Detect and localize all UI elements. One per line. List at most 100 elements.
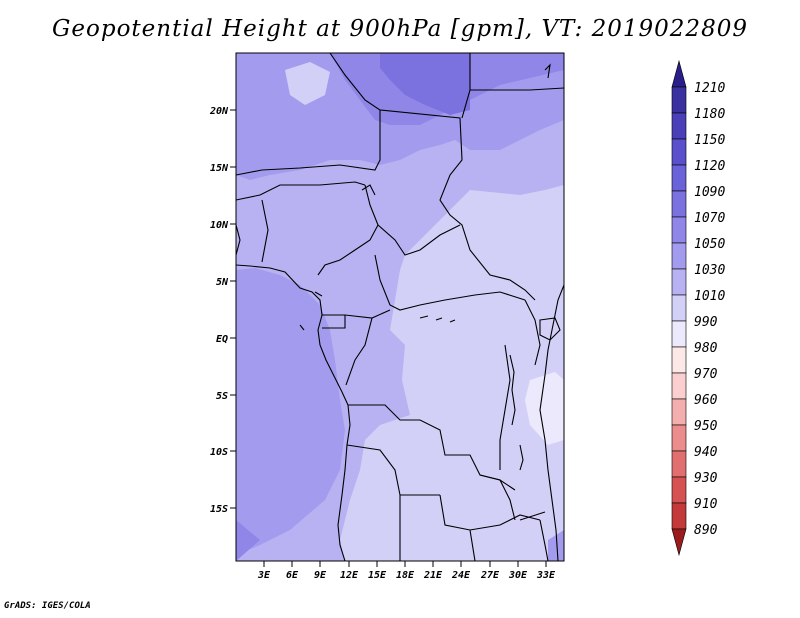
lake-tanganyika	[509, 354, 516, 426]
colorbar-arrow-top	[671, 59, 687, 88]
lon-tick-label: 27E	[480, 570, 500, 581]
colorbar-segment	[671, 112, 687, 140]
colorbar-segment	[671, 424, 687, 452]
longitude-axis: 3E 6E 9E 12E 15E 18E 21E 24E 27E 30E 33E	[257, 561, 556, 581]
colorbar-segment	[671, 164, 687, 192]
lat-tick-label: 10N	[210, 220, 229, 231]
footer-credit: GrADS: IGES/COLA	[4, 601, 91, 611]
lat-tick-label: EQ	[216, 334, 228, 345]
border-congo	[345, 317, 373, 386]
border-car-north	[377, 224, 461, 256]
lat-tick-label: 5N	[216, 277, 229, 288]
lon-tick-label: 9E	[314, 570, 327, 581]
colorbar-segment	[671, 86, 687, 114]
field-1050-1070-ocean	[236, 268, 345, 555]
lon-tick-label: 18E	[396, 570, 415, 581]
colorbar-level-label: 1120	[694, 159, 725, 174]
lake-kariba	[519, 511, 546, 521]
lat-tick-label: 20N	[209, 106, 229, 117]
colorbar-level-label: 930	[694, 471, 718, 486]
border-zambia-east	[479, 474, 516, 521]
border-benin	[261, 199, 269, 263]
border-egypt-sudan	[470, 87, 564, 91]
colorbar-level-label: 960	[694, 393, 718, 408]
border-eq-guinea	[322, 315, 346, 329]
border-mozambique	[539, 519, 549, 561]
colorbar-level-label: 1150	[694, 133, 725, 148]
colorbar-segment	[671, 372, 687, 400]
colorbar-segment	[671, 320, 687, 348]
colorbar-segment	[671, 476, 687, 504]
field-patch-north	[285, 62, 330, 105]
colorbar-level-label: 910	[694, 497, 718, 512]
lake-victoria	[539, 317, 561, 341]
colorbar-level-label: 890	[694, 523, 718, 538]
lon-tick-label: 33E	[536, 570, 556, 581]
border-chad-sudan	[379, 109, 536, 301]
border-cameroon-south	[322, 309, 391, 319]
colorbar-segment	[671, 268, 687, 296]
lake-chad	[361, 184, 376, 196]
colorbar-segment	[671, 346, 687, 374]
border-botswana	[469, 529, 476, 561]
colorbar-segment	[671, 502, 687, 530]
lat-tick-label: 15N	[210, 163, 229, 174]
lat-tick-label: 15S	[210, 504, 228, 515]
colorbar-level-label: 940	[694, 445, 718, 460]
colorbar-segment	[671, 216, 687, 244]
latitude-axis: 20N 15N 10N 5N EQ 5S 10S 15S	[209, 106, 236, 515]
border-north-1	[236, 53, 381, 176]
island-sao-tome	[299, 324, 305, 331]
colorbar-level-label: 1010	[694, 289, 725, 304]
field-patch-sw	[236, 520, 260, 561]
colorbar-segment	[671, 294, 687, 322]
colorbar-level-label: 970	[694, 367, 718, 382]
border-zambia-south	[439, 494, 541, 531]
border-uganda	[524, 299, 541, 366]
lat-tick-label: 10S	[210, 447, 228, 458]
lon-tick-label: 6E	[286, 570, 299, 581]
colorbar-level-label: 980	[694, 341, 718, 356]
lon-tick-label: 12E	[340, 570, 359, 581]
colorbar-level-label: 950	[694, 419, 718, 434]
field-patch-se	[548, 530, 564, 561]
colorbar-level-label: 1210	[694, 81, 725, 96]
lon-tick-label: 24E	[451, 570, 471, 581]
colorbar-segment	[671, 242, 687, 270]
colorbar-level-label: 1070	[694, 211, 725, 226]
river-congo	[419, 315, 456, 323]
lat-tick-label: 5S	[216, 391, 228, 402]
colorbar-segment	[671, 138, 687, 166]
lon-tick-label: 15E	[368, 570, 387, 581]
plot-frame	[235, 52, 565, 562]
colorbar-level-label: 1050	[694, 237, 725, 252]
colorbar-segment	[671, 398, 687, 426]
colorbar-segment	[671, 190, 687, 218]
colorbar-arrow-bottom	[671, 528, 687, 557]
border-car-drc	[374, 254, 526, 311]
map-title: Geopotential Height at 900hPa [gpm], VT:…	[52, 16, 748, 42]
lake-malawi	[519, 444, 524, 471]
colorbar-segment	[671, 450, 687, 478]
island-bioko	[314, 291, 323, 297]
lon-tick-label: 30E	[508, 570, 528, 581]
border-drc-east	[499, 344, 511, 470]
lon-tick-label: 3E	[257, 570, 271, 581]
colorbar-level-label: 990	[694, 315, 718, 330]
colorbar-level-label: 1180	[694, 107, 725, 122]
lon-tick-label: 21E	[423, 570, 443, 581]
coastline-west	[236, 264, 351, 561]
height-field	[236, 53, 564, 561]
field-1090-1120	[380, 53, 470, 115]
field-patch-lakes	[525, 372, 564, 445]
border-angola-zambia	[346, 444, 440, 496]
coast-ne	[544, 63, 551, 79]
country-borders	[236, 53, 564, 561]
coast-nw	[236, 224, 241, 256]
border-niger-nigeria	[236, 181, 366, 201]
border-nigeria-cameroon	[317, 184, 379, 276]
colorbar: 1210 1180 1150 1120 1090 1070 1050 1030 1010 990 9…	[671, 59, 725, 557]
coastline-east	[539, 284, 564, 561]
colorbar-level-label: 1090	[694, 185, 725, 200]
